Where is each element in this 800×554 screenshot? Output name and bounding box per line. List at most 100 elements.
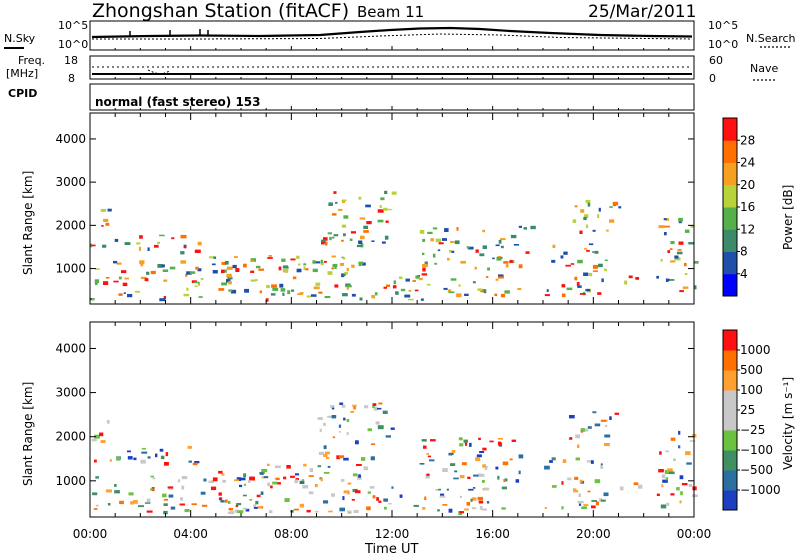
backscatter-cell [382,410,388,414]
backscatter-cell [451,250,455,253]
backscatter-cell [604,434,611,438]
backscatter-cell [458,284,461,287]
backscatter-cell [481,508,487,511]
backscatter-cell [116,456,121,461]
backscatter-cell [492,257,495,260]
colorbar-swatch [723,207,737,230]
backscatter-cell [243,473,247,478]
backscatter-cell [681,483,688,486]
backscatter-cell [232,264,237,269]
backscatter-cell [660,504,667,509]
backscatter-cell [404,294,411,298]
backscatter-cell [341,404,346,408]
backscatter-cell [296,255,300,259]
backscatter-cell [138,505,144,508]
backscatter-cell [497,475,500,480]
backscatter-cell [442,504,448,506]
backscatter-cell [159,298,165,302]
backscatter-cell [420,298,424,301]
backscatter-cell [323,260,327,263]
backscatter-cell [181,485,185,490]
backscatter-cell [161,264,165,268]
backscatter-cell [293,508,299,511]
backscatter-cell [163,498,168,501]
backscatter-cell [94,434,100,439]
backscatter-cell [443,287,448,290]
backscatter-cell [377,209,384,213]
backscatter-cell [118,293,123,296]
backscatter-cell [453,477,459,480]
backscatter-cell [340,479,345,482]
backscatter-cell [303,463,307,467]
backscatter-cell [95,268,100,270]
backscatter-cell [432,253,436,258]
backscatter-cell [588,272,593,277]
backscatter-cell [90,243,93,248]
backscatter-cell [114,238,119,242]
backscatter-cell [317,465,322,468]
backscatter-cell [463,439,468,443]
backscatter-cell [283,265,288,269]
backscatter-cell [419,463,425,465]
backscatter-cell [194,285,198,288]
backscatter-cell [167,486,174,489]
backscatter-cell [347,510,352,513]
backscatter-cell [95,476,99,479]
backscatter-cell [326,456,330,460]
backscatter-cell [299,292,304,295]
backscatter-cell [324,296,331,299]
colorbar-tick-label: 12 [740,222,755,236]
backscatter-cell [226,266,233,270]
backscatter-cell [372,403,377,407]
backscatter-cell [561,481,564,485]
colorbar-swatch [723,410,737,431]
backscatter-cell [500,245,504,249]
backscatter-cell [240,477,246,481]
backscatter-cell [350,410,355,413]
backscatter-cell [194,461,200,464]
backscatter-cell [106,489,112,493]
backscatter-cell [399,276,403,280]
nsearch-trace [92,33,693,40]
backscatter-cell [369,486,375,489]
backscatter-cell [580,428,585,432]
backscatter-cell [592,270,598,272]
backscatter-cell [169,266,176,270]
backscatter-cell [363,230,369,233]
noise-tick-top-left: 10^5 [58,19,88,32]
freq-tick-top: 18 [64,54,78,67]
backscatter-cell [138,246,141,251]
backscatter-cell [414,289,419,292]
colorbar-tick-label: 500 [740,363,763,377]
backscatter-cell [243,263,247,268]
backscatter-cell [360,243,364,248]
backscatter-cell [495,466,499,470]
backscatter-cell [669,279,675,281]
backscatter-cell [343,215,349,219]
backscatter-cell [595,501,599,506]
backscatter-cell [159,234,165,237]
backscatter-cell [327,465,331,468]
noise-tick-bottom-left: 10^0 [58,38,88,51]
backscatter-cell [393,280,396,285]
noise-tick-bottom-right: 10^0 [708,38,738,51]
colorbar-tick-label: 25 [740,403,755,417]
colorbar-swatch [723,430,737,451]
backscatter-cell [334,265,337,269]
backscatter-cell [242,507,248,510]
backscatter-cell [661,474,666,479]
backscatter-cell [220,500,225,503]
backscatter-cell [670,241,675,245]
backscatter-cell [525,251,530,254]
backscatter-cell [500,238,506,241]
backscatter-cell [597,292,602,295]
backscatter-cell [509,458,513,461]
backscatter-cell [581,506,587,509]
backscatter-cell [250,270,255,273]
backscatter-cell [295,478,299,481]
backscatter-cell [343,490,350,494]
backscatter-cell [91,244,96,247]
backscatter-cell [668,471,675,475]
backscatter-cell [200,491,206,495]
backscatter-cell [609,206,613,208]
